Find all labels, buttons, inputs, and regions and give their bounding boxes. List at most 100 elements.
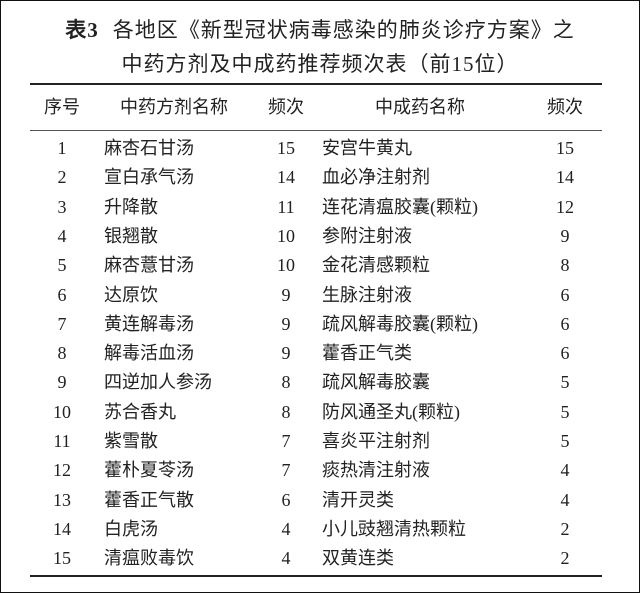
formula-frequency: 7	[281, 460, 291, 481]
formula-name: 解毒活血汤	[104, 343, 194, 364]
table-row: 14 白虎汤 4 小儿豉翘清热颗粒 2	[30, 515, 602, 544]
formula-frequency: 9	[281, 343, 291, 364]
formula-name: 紫雪散	[104, 431, 158, 451]
header-patent-medicine-frequency: 频次	[547, 97, 583, 117]
formula-name: 麻杏薏甘汤	[104, 255, 194, 276]
patent-medicine-name: 疏风解毒胶囊	[322, 372, 430, 393]
row-index: 6	[57, 284, 67, 305]
table-row: 12 藿朴夏苓汤 7 痰热清注射液 4	[30, 456, 602, 485]
patent-medicine-frequency: 6	[560, 343, 570, 364]
patent-medicine-frequency: 2	[560, 548, 570, 569]
title-text: 各地区《新型冠状病毒感染的肺炎诊疗方案》之	[112, 18, 575, 42]
formula-frequency: 7	[281, 431, 291, 451]
formula-frequency: 11	[277, 196, 295, 217]
formula-frequency: 9	[281, 313, 291, 334]
top-rule	[30, 83, 602, 85]
patent-medicine-name: 小儿豉翘清热颗粒	[322, 518, 466, 539]
table-row: 15 清瘟败毒饮 4 双黄连类 2	[30, 544, 602, 573]
patent-medicine-frequency: 2	[560, 518, 570, 539]
row-index: 5	[57, 255, 67, 276]
formula-name: 苏合香丸	[104, 401, 176, 422]
patent-medicine-frequency: 5	[560, 431, 570, 451]
row-index: 11	[53, 431, 71, 451]
header-formula-name: 中药方剂名称	[120, 97, 228, 117]
formula-name: 白虎汤	[104, 518, 158, 539]
row-index: 7	[57, 313, 67, 334]
patent-medicine-frequency: 8	[560, 255, 570, 276]
formula-frequency: 6	[281, 489, 291, 510]
patent-medicine-name: 连花清瘟胶囊(颗粒)	[322, 196, 478, 217]
table-header: 序号 中药方剂名称 频次 中成药名称 频次	[30, 93, 602, 122]
table-row: 11 紫雪散 7 喜炎平注射剂 5	[30, 427, 602, 456]
table-row: 2 宣白承气汤 14 血必净注射剂 14	[30, 163, 602, 192]
formula-name: 藿朴夏苓汤	[104, 460, 194, 481]
formula-name: 四逆加人参汤	[104, 372, 212, 393]
table-row: 4 银翘散 10 参附注射液 9	[30, 222, 602, 251]
row-index: 8	[57, 343, 67, 364]
table-title-line1: 表3 各地区《新型冠状病毒感染的肺炎诊疗方案》之	[0, 14, 640, 44]
formula-name: 麻杏石甘汤	[104, 138, 194, 158]
row-index: 14	[53, 518, 71, 539]
table-row: 8 解毒活血汤 9 藿香正气类 6	[30, 339, 602, 368]
formula-name: 升降散	[104, 196, 158, 217]
bottom-rule	[30, 575, 602, 577]
formula-frequency: 15	[277, 138, 295, 158]
header-patent-medicine-name: 中成药名称	[375, 97, 465, 117]
table-title-line2: 中药方剂及中成药推荐频次表（前15位）	[121, 52, 519, 76]
formula-frequency: 8	[281, 372, 291, 393]
patent-medicine-name: 安宫牛黄丸	[322, 138, 412, 158]
row-index: 15	[53, 548, 71, 569]
formula-frequency: 10	[277, 255, 295, 276]
patent-medicine-frequency: 12	[556, 196, 574, 217]
row-index: 10	[53, 401, 71, 422]
patent-medicine-name: 藿香正气类	[322, 343, 412, 364]
row-index: 12	[53, 460, 71, 481]
patent-medicine-name: 清开灵类	[322, 489, 394, 510]
formula-frequency: 4	[281, 548, 291, 569]
row-index: 1	[57, 138, 67, 158]
patent-medicine-name: 参附注射液	[322, 225, 412, 246]
patent-medicine-name: 痰热清注射液	[322, 460, 430, 481]
table-label: 表3	[65, 18, 99, 42]
header-formula-frequency: 频次	[268, 97, 304, 117]
patent-medicine-frequency: 6	[560, 313, 570, 334]
patent-medicine-frequency: 4	[560, 460, 570, 481]
patent-medicine-name: 防风通圣丸(颗粒)	[322, 401, 460, 422]
patent-medicine-name: 双黄连类	[322, 548, 394, 569]
patent-medicine-frequency: 9	[560, 225, 570, 246]
patent-medicine-name: 血必净注射剂	[322, 167, 430, 188]
patent-medicine-name: 疏风解毒胶囊(颗粒)	[322, 313, 478, 334]
patent-medicine-frequency: 15	[556, 138, 574, 158]
patent-medicine-frequency: 4	[560, 489, 570, 510]
patent-medicine-frequency: 5	[560, 372, 570, 393]
patent-medicine-frequency: 6	[560, 284, 570, 305]
formula-frequency: 10	[277, 225, 295, 246]
table-row: 7 黄连解毒汤 9 疏风解毒胶囊(颗粒) 6	[30, 310, 602, 339]
formula-name: 达原饮	[104, 284, 158, 305]
formula-name: 清瘟败毒饮	[104, 548, 194, 569]
formula-frequency: 8	[281, 401, 291, 422]
formula-name: 藿香正气散	[104, 489, 194, 510]
table-row: 9 四逆加人参汤 8 疏风解毒胶囊 5	[30, 368, 602, 397]
row-index: 2	[57, 167, 67, 188]
row-index: 9	[57, 372, 67, 393]
patent-medicine-name: 喜炎平注射剂	[322, 431, 430, 451]
row-index: 4	[57, 225, 67, 246]
patent-medicine-name: 生脉注射液	[322, 284, 412, 305]
formula-frequency: 9	[281, 284, 291, 305]
table-row: 5 麻杏薏甘汤 10 金花清感颗粒 8	[30, 251, 602, 280]
formula-name: 黄连解毒汤	[104, 313, 194, 334]
table-row: 10 苏合香丸 8 防风通圣丸(颗粒) 5	[30, 398, 602, 427]
formula-frequency: 4	[281, 518, 291, 539]
formula-name: 银翘散	[104, 225, 158, 246]
table-row: 13 藿香正气散 6 清开灵类 4	[30, 486, 602, 515]
table-row: 6 达原饮 9 生脉注射液 6	[30, 281, 602, 310]
patent-medicine-frequency: 5	[560, 401, 570, 422]
header-rule	[30, 130, 602, 131]
row-index: 3	[57, 196, 67, 217]
patent-medicine-frequency: 14	[556, 167, 574, 188]
table-row: 1 麻杏石甘汤 15 安宫牛黄丸 15	[30, 134, 602, 163]
header-index: 序号	[44, 97, 80, 117]
formula-name: 宣白承气汤	[104, 167, 194, 188]
formula-frequency: 14	[277, 167, 295, 188]
